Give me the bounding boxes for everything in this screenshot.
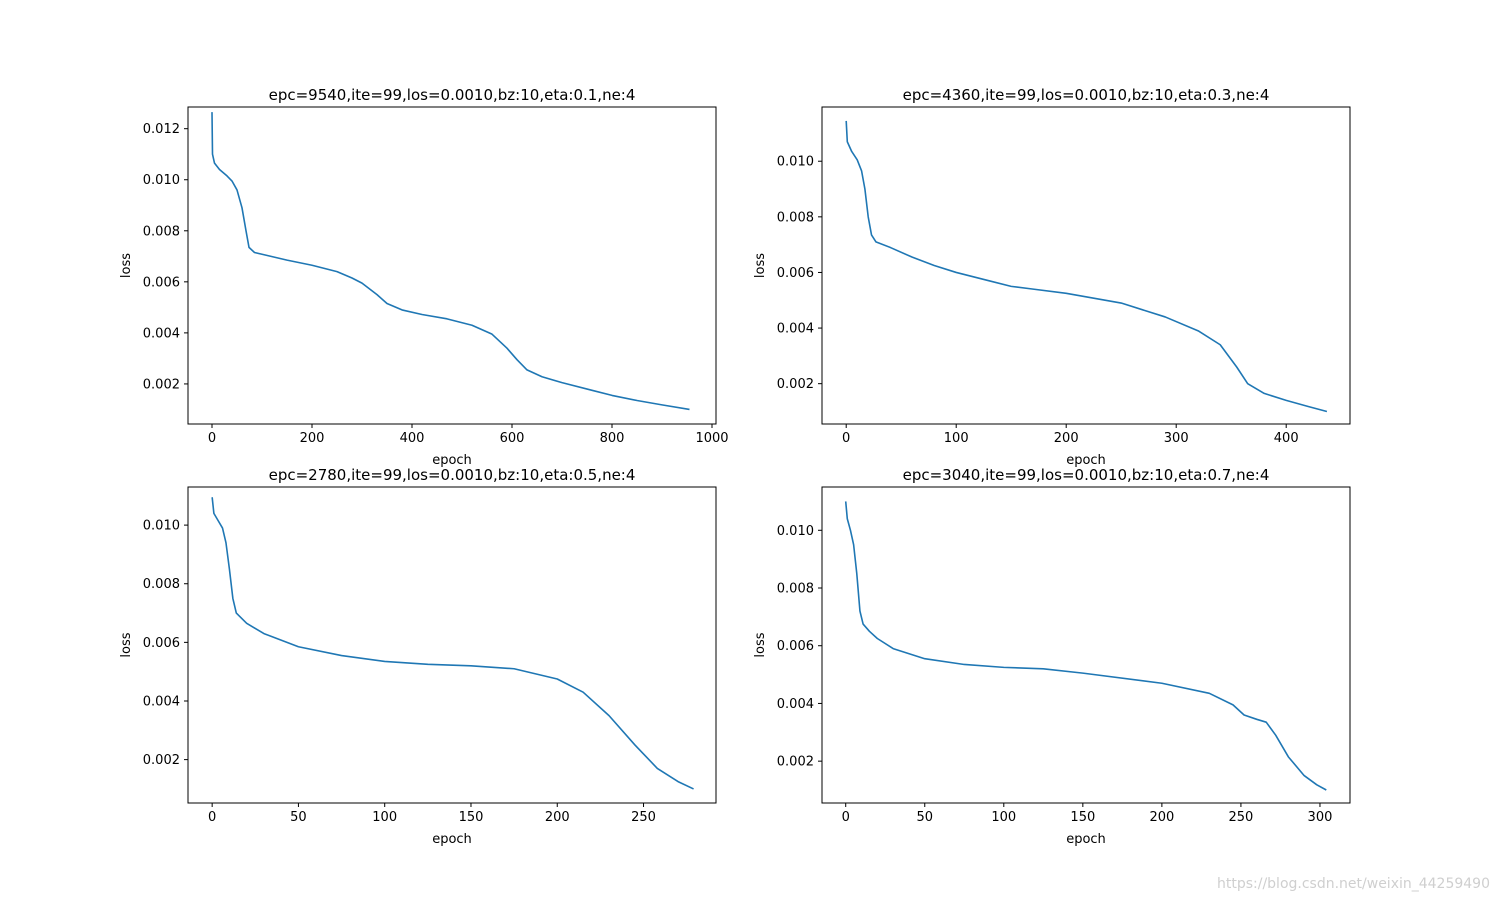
x-tick-label: 200 bbox=[300, 431, 325, 446]
x-tick-label: 200 bbox=[1054, 431, 1079, 446]
y-tick-label: 0.006 bbox=[777, 266, 814, 281]
x-tick-label: 0 bbox=[842, 431, 850, 446]
x-tick-label: 300 bbox=[1308, 810, 1333, 825]
y-tick-label: 0.006 bbox=[143, 275, 180, 290]
x-tick-label: 100 bbox=[372, 810, 397, 825]
x-tick-label: 400 bbox=[400, 431, 425, 446]
subplot-title: epc=2780,ite=99,los=0.0010,bz:10,eta:0.5… bbox=[269, 466, 636, 484]
axes-frame bbox=[187, 106, 717, 425]
y-axis-label: loss bbox=[753, 632, 768, 657]
y-tick-label: 0.010 bbox=[777, 155, 814, 170]
loss-line bbox=[211, 497, 694, 790]
x-axis-label: epoch bbox=[1066, 832, 1106, 847]
x-tick-label: 50 bbox=[916, 810, 933, 825]
x-tick-label: 600 bbox=[500, 431, 525, 446]
x-tick-label: 0 bbox=[208, 810, 216, 825]
y-tick-label: 0.008 bbox=[777, 210, 814, 225]
x-tick-label: 250 bbox=[1229, 810, 1254, 825]
y-tick-label: 0.008 bbox=[143, 577, 180, 592]
x-tick-label: 200 bbox=[1149, 810, 1174, 825]
x-tick-label: 0 bbox=[842, 810, 850, 825]
y-tick-label: 0.008 bbox=[777, 582, 814, 597]
y-axis-label: loss bbox=[119, 253, 134, 278]
y-tick-label: 0.006 bbox=[777, 639, 814, 654]
y-tick-label: 0.002 bbox=[777, 377, 814, 392]
x-tick-label: 400 bbox=[1274, 431, 1299, 446]
subplot-2: 0 100 200 300 400 0.002 0.004 0.006 0.008 0.010 ep… bbox=[753, 86, 1351, 468]
subplot-title: epc=9540,ite=99,los=0.0010,bz:10,eta:0.1… bbox=[269, 86, 636, 104]
x-tick-label: 150 bbox=[459, 810, 484, 825]
subplot-4: 0 50 100 150 200 250 300 0.002 0.004 0.006 0.008 0.… bbox=[753, 466, 1351, 847]
y-axis-label: loss bbox=[119, 632, 134, 657]
x-axis-label: epoch bbox=[432, 453, 472, 468]
y-tick-label: 0.002 bbox=[143, 753, 180, 768]
y-axis-label: loss bbox=[753, 253, 768, 278]
x-tick-label: 100 bbox=[944, 431, 969, 446]
x-tick-label: 300 bbox=[1164, 431, 1189, 446]
x-tick-label: 800 bbox=[600, 431, 625, 446]
watermark-text: https://blog.csdn.net/weixin_44259490 bbox=[1216, 876, 1490, 892]
y-tick-label: 0.002 bbox=[143, 377, 180, 392]
x-axis-label: epoch bbox=[1066, 453, 1106, 468]
x-tick-label: 0 bbox=[208, 431, 216, 446]
x-tick-label: 250 bbox=[631, 810, 656, 825]
y-tick-label: 0.004 bbox=[777, 322, 814, 337]
y-tick-label: 0.004 bbox=[777, 697, 814, 712]
subplot-1: 0 200 400 600 800 1000 0.002 0.004 0.006 0.008 0.0… bbox=[119, 86, 729, 468]
axes-frame bbox=[821, 486, 1351, 804]
x-tick-label: 1000 bbox=[695, 431, 728, 446]
axes-frame bbox=[821, 106, 1351, 425]
loss-line bbox=[844, 501, 1327, 791]
loss-line bbox=[211, 112, 690, 411]
x-axis-label: epoch bbox=[432, 832, 472, 847]
y-tick-label: 0.004 bbox=[143, 694, 180, 709]
x-tick-label: 200 bbox=[545, 810, 570, 825]
y-tick-label: 0.012 bbox=[143, 122, 180, 137]
y-tick-label: 0.002 bbox=[777, 755, 814, 770]
loss-line bbox=[845, 120, 1328, 413]
subplot-title: epc=4360,ite=99,los=0.0010,bz:10,eta:0.3… bbox=[903, 86, 1270, 104]
subplot-title: epc=3040,ite=99,los=0.0010,bz:10,eta:0.7… bbox=[903, 466, 1270, 484]
subplot-3: 0 50 100 150 200 250 0.002 0.004 0.006 0.008 0.010… bbox=[119, 466, 717, 847]
y-tick-label: 0.008 bbox=[143, 224, 180, 239]
y-tick-label: 0.004 bbox=[143, 326, 180, 341]
x-tick-label: 150 bbox=[1070, 810, 1095, 825]
y-tick-label: 0.010 bbox=[143, 173, 180, 188]
x-tick-label: 100 bbox=[991, 810, 1016, 825]
y-tick-label: 0.006 bbox=[143, 636, 180, 651]
y-tick-label: 0.010 bbox=[143, 519, 180, 534]
y-tick-label: 0.010 bbox=[777, 524, 814, 539]
x-tick-label: 50 bbox=[290, 810, 307, 825]
axes-frame bbox=[187, 486, 717, 804]
